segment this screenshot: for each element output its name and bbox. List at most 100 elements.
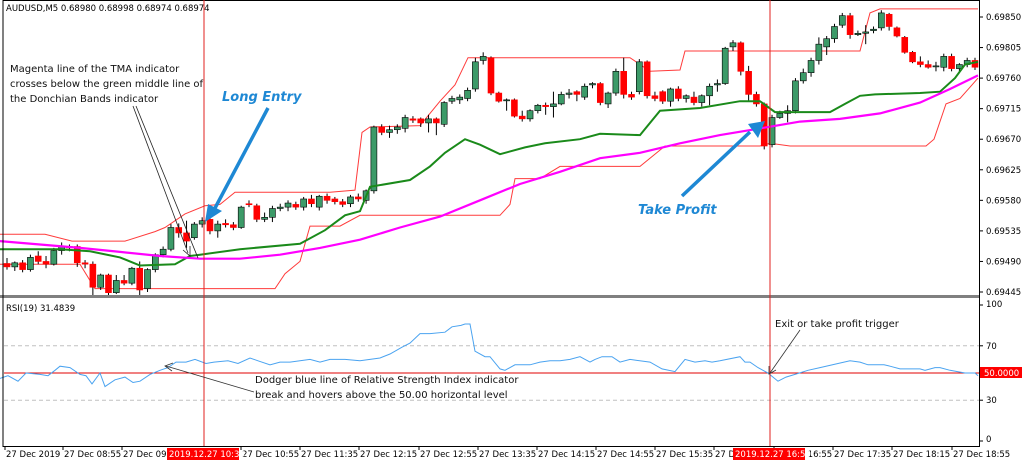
candle — [589, 83, 596, 86]
candle — [276, 206, 284, 209]
candle — [885, 13, 893, 27]
candle — [620, 71, 628, 95]
time-tick-label: 27 Dec 12:55 — [420, 450, 477, 460]
take-profit-label: Take Profit — [638, 203, 717, 218]
candle — [487, 57, 495, 94]
rsi-level-value: 50.0000 — [984, 369, 1019, 379]
candle — [300, 198, 307, 208]
candle — [604, 92, 612, 105]
candle — [479, 56, 487, 61]
candle — [144, 269, 151, 289]
candle — [409, 118, 417, 121]
candle — [643, 61, 651, 97]
price-tick-label: 0.69445 — [986, 288, 1021, 298]
tma-note-line-2: crosses below the green middle line of — [10, 79, 204, 90]
candle — [940, 56, 948, 68]
pointer-line — [132, 105, 189, 254]
donchian-upper-band — [0, 8, 978, 242]
candle — [526, 110, 534, 120]
candle — [269, 208, 276, 218]
candle — [308, 198, 315, 205]
candle — [222, 223, 229, 226]
rsi-tick-label: 30 — [986, 396, 997, 406]
price-tick-label: 0.69850 — [986, 13, 1021, 23]
candle — [206, 219, 214, 232]
candle — [768, 117, 776, 145]
rsi-axis: 100 70 30 0 — [4, 300, 1002, 445]
candle — [862, 31, 870, 34]
time-tick-label: 27 Dec 17:35 — [834, 450, 891, 460]
candle — [425, 118, 432, 124]
time-highlight-exit: 2019.12.27 16:50 — [733, 448, 811, 460]
time-highlight-entry: 2019.12.27 10:30 — [167, 448, 245, 460]
pointer-line — [769, 329, 801, 374]
rsi-line — [0, 323, 979, 388]
candle — [901, 37, 909, 53]
candle — [261, 217, 268, 220]
exit-time-label: 2019.12.27 16:50 — [735, 450, 811, 460]
price-tick-label: 0.69670 — [986, 135, 1021, 145]
pointer-line — [135, 105, 199, 259]
candle — [550, 103, 557, 107]
candle — [315, 195, 323, 208]
candle — [573, 91, 581, 95]
panel-separator[interactable] — [0, 295, 979, 298]
donchian-middle-line — [0, 60, 979, 267]
entry-time-label: 2019.12.27 10:30 — [169, 450, 245, 460]
candle — [3, 263, 11, 268]
candle — [706, 85, 713, 97]
candle — [854, 32, 862, 35]
long-entry-label: Long Entry — [222, 90, 302, 105]
candle — [792, 80, 799, 112]
candle — [214, 223, 222, 232]
time-tick-label: 27 Dec 08:55 — [64, 450, 121, 460]
price-tick-label: 0.69625 — [986, 166, 1021, 176]
tma-line — [0, 74, 979, 260]
candle — [347, 196, 354, 205]
candle — [636, 61, 643, 92]
arrowhead-icon — [164, 362, 174, 372]
candle — [191, 223, 198, 238]
rsi-panel[interactable]: 100 70 30 0 RSI(19) 31.4839 — [0, 300, 1002, 445]
time-tick-label: 27 Dec 18:55 — [953, 450, 1010, 460]
arrow-down-left-icon — [205, 204, 222, 222]
candle — [932, 65, 940, 68]
tma-annotation: Magenta line of the TMA indicator crosse… — [10, 64, 204, 259]
price-tick-label: 0.69580 — [986, 196, 1021, 206]
candle — [89, 263, 97, 288]
candle — [745, 71, 752, 95]
candle — [42, 261, 50, 265]
candle — [401, 117, 409, 129]
candle — [34, 255, 42, 262]
candle — [675, 88, 682, 99]
candle — [167, 227, 175, 250]
candle — [917, 61, 924, 65]
time-tick-label: 27 Dec 15:35 — [656, 450, 713, 460]
time-tick-label: 27 Dec 10:55 — [242, 450, 299, 460]
candle — [73, 246, 81, 264]
candle — [495, 92, 503, 102]
candle — [97, 274, 104, 288]
take-profit-arrow — [680, 130, 752, 198]
candle — [690, 96, 698, 103]
candle — [776, 113, 784, 118]
arrowhead-icon — [182, 246, 191, 257]
rsi-tick-label: 0 — [986, 435, 991, 445]
donchian-lower-band — [0, 77, 979, 290]
exit-note: Exit or take profit trigger — [775, 319, 900, 330]
time-tick-label: 27 Dec 12:15 — [360, 450, 417, 460]
candle — [464, 90, 471, 99]
time-tick-label: 27 Dec 14:15 — [538, 450, 595, 460]
candle — [753, 94, 760, 105]
arrow-up-right-icon — [748, 121, 765, 138]
candle — [331, 198, 339, 202]
price-tick-label: 0.69760 — [986, 74, 1021, 84]
candle — [893, 27, 901, 37]
price-panel[interactable]: 0.69850 0.69805 0.69760 0.69715 0.69670 0.696… — [0, 4, 1021, 298]
rsi-note-line-2: break and hovers above the 50.00 horizon… — [255, 390, 508, 401]
candle — [27, 257, 34, 270]
candle — [81, 262, 89, 265]
candle — [339, 201, 346, 205]
candle — [433, 118, 440, 124]
